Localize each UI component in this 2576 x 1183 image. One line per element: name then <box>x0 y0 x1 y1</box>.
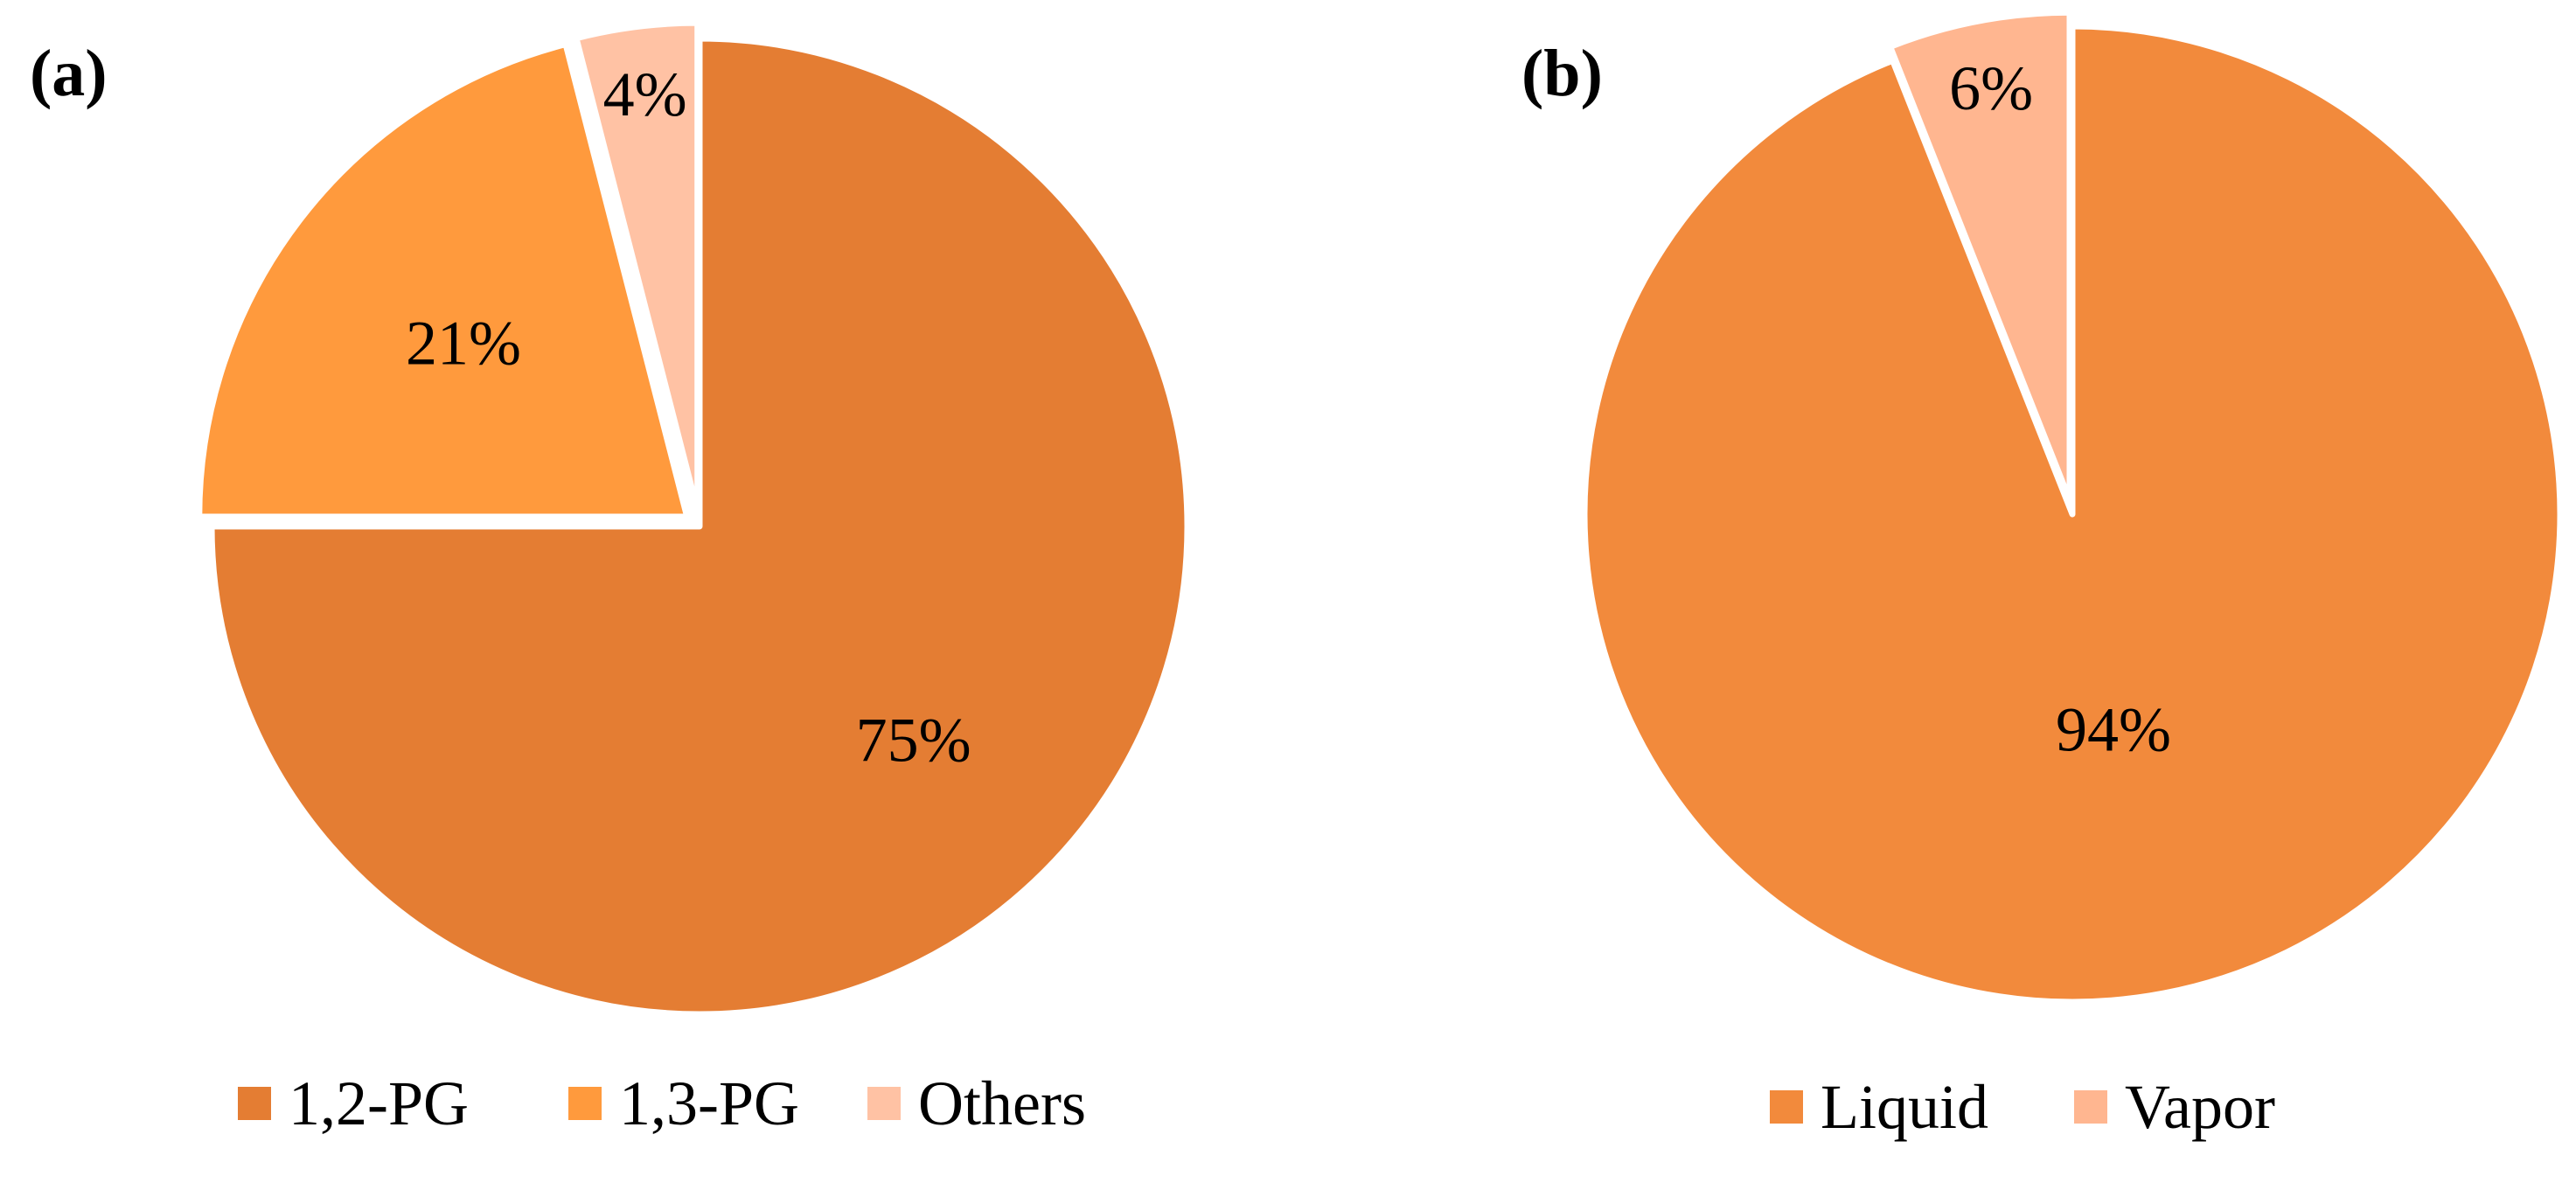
pie-chart-b: (b) 94% 6% Liquid Vapor <box>1521 9 2564 1142</box>
legend-label-1-3-pg: 1,3-PG <box>619 1068 799 1138</box>
legend-swatch-others <box>867 1087 902 1120</box>
legend-item-1-2-pg: 1,2-PG <box>238 1068 469 1138</box>
legend-a: 1,2-PG 1,3-PG Others <box>238 1068 1086 1138</box>
panel-label-a: (a) <box>30 37 108 110</box>
legend-item-others: Others <box>867 1068 1086 1138</box>
panel-label-b: (b) <box>1521 37 1603 110</box>
legend-b: Liquid Vapor <box>1770 1072 2275 1142</box>
slice-labels-a: 75% 21% 4% <box>406 59 971 776</box>
legend-label-vapor: Vapor <box>2125 1072 2275 1142</box>
pie-slices-a <box>196 19 1191 1018</box>
legend-swatch-1-3-pg <box>568 1087 602 1120</box>
legend-swatch-liquid <box>1770 1090 1803 1124</box>
pie-slice-1-3-pg <box>196 40 691 520</box>
slice-label-vapor: 6% <box>1949 53 2033 123</box>
legend-label-1-2-pg: 1,2-PG <box>289 1068 469 1138</box>
pie-slice-others <box>573 19 701 514</box>
legend-label-liquid: Liquid <box>1821 1072 1988 1142</box>
pie-slice-liquid <box>1581 23 2564 1006</box>
legend-swatch-1-2-pg <box>238 1087 271 1120</box>
slice-label-liquid: 94% <box>2056 695 2171 765</box>
pie-chart-a: (a) 75% 21% 4% 1,2-PG 1,3-PG Others <box>30 19 1191 1138</box>
pie-slice-vapor <box>1887 9 2073 504</box>
slice-label-1-3-pg: 21% <box>406 309 521 379</box>
slice-label-1-2-pg: 75% <box>856 706 971 776</box>
legend-item-vapor: Vapor <box>2074 1072 2275 1142</box>
pie-slices-b <box>1581 9 2564 1006</box>
legend-item-liquid: Liquid <box>1770 1072 1988 1142</box>
legend-label-others: Others <box>918 1068 1086 1138</box>
legend-item-1-3-pg: 1,3-PG <box>568 1068 799 1138</box>
legend-swatch-vapor <box>2074 1090 2107 1124</box>
slice-labels-b: 94% 6% <box>1949 53 2171 765</box>
pie-slice-1-2-pg <box>208 35 1191 1018</box>
slice-label-others: 4% <box>603 59 687 129</box>
